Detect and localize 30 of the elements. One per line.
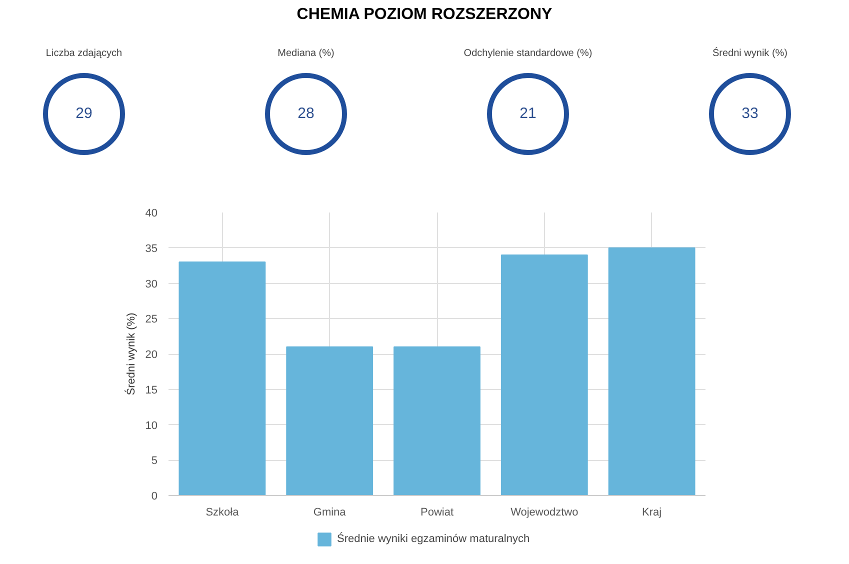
bar bbox=[178, 262, 266, 496]
bar bbox=[286, 346, 374, 496]
x-tick-label: Wojewodztwo bbox=[510, 506, 578, 518]
data-label: 29 bbox=[74, 105, 94, 122]
category-label: Średni wynik (%) bbox=[711, 48, 789, 59]
legend-label: Średnie wyniki egzaminów maturalnych bbox=[337, 533, 530, 545]
y-tick-label: 10 bbox=[145, 420, 158, 432]
y-tick-label: 25 bbox=[145, 314, 158, 326]
y-tick-label: 5 bbox=[151, 455, 158, 468]
y-axis-title: Średni wynik (%) bbox=[124, 312, 138, 396]
category-label: Odchylenie standardowe (%) bbox=[462, 48, 594, 59]
y-tick-label: 35 bbox=[145, 242, 158, 255]
x-tick-label: Powiat bbox=[420, 506, 454, 518]
category-label: Mediana (%) bbox=[276, 48, 336, 59]
y-tick-label: 40 bbox=[145, 208, 158, 220]
x-tick-label: Kraj bbox=[642, 506, 662, 518]
text: CHEMIA POZIOM ROZSZERZONY bbox=[296, 6, 554, 24]
bar bbox=[608, 247, 696, 496]
data-label: 21 bbox=[518, 105, 538, 122]
data-label: 28 bbox=[296, 105, 316, 122]
bar bbox=[500, 254, 588, 496]
bar bbox=[394, 346, 480, 496]
y-tick-label: 30 bbox=[145, 278, 158, 290]
y-tick-label: 15 bbox=[145, 384, 158, 396]
x-tick-label: Gmina bbox=[313, 506, 347, 518]
category-label: Liczba zdających bbox=[44, 48, 124, 59]
x-tick-label: Szkoła bbox=[206, 506, 240, 518]
y-tick-label: 0 bbox=[151, 490, 158, 502]
y-tick-label: 20 bbox=[145, 349, 158, 361]
data-label: 33 bbox=[740, 105, 760, 122]
